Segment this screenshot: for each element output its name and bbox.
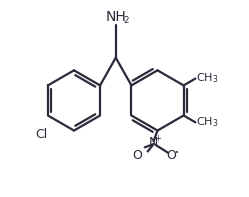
- Text: CH$_3$: CH$_3$: [196, 115, 219, 129]
- Text: $_2$: $_2$: [123, 13, 130, 26]
- Text: O: O: [132, 149, 142, 162]
- Text: NH: NH: [105, 10, 126, 24]
- Text: N: N: [149, 136, 158, 149]
- Text: +: +: [154, 134, 161, 143]
- Text: O: O: [166, 149, 176, 162]
- Text: CH$_3$: CH$_3$: [196, 72, 219, 85]
- Text: •: •: [175, 150, 179, 156]
- Text: Cl: Cl: [35, 128, 47, 141]
